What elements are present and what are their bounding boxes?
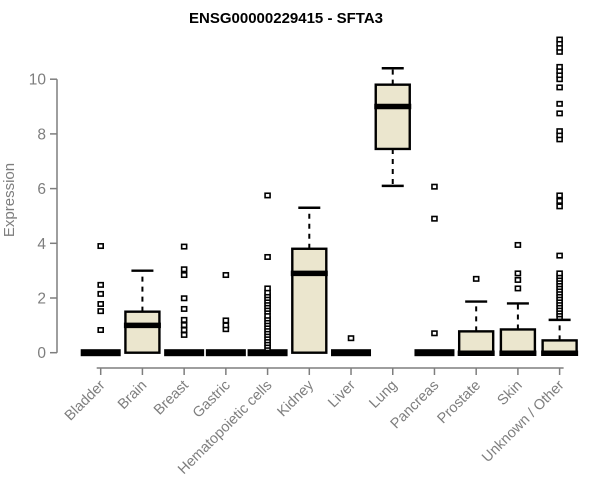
outlier-point (222, 272, 230, 279)
x-category-label: Brain (115, 378, 150, 413)
y-tick-label: 2 (37, 291, 46, 308)
outlier-point (97, 301, 104, 308)
outlier-point (472, 275, 480, 282)
x-category-label: Lung (366, 378, 400, 412)
outlier-point (97, 326, 104, 333)
outlier-point (180, 266, 188, 273)
box-prostate (457, 330, 495, 354)
outlier-point (264, 285, 271, 292)
outlier-point (556, 63, 563, 70)
zero-box-liver (331, 349, 372, 357)
outlier-point (180, 243, 188, 250)
x-category-label: Prostate (435, 378, 484, 427)
outlier-point (556, 197, 563, 204)
outlier-point (556, 100, 563, 107)
outlier-point (514, 270, 522, 277)
outlier-point (556, 270, 563, 277)
outlier-point (180, 331, 188, 338)
outlier-point (97, 290, 104, 297)
box-brain (124, 310, 161, 354)
outlier-point (180, 295, 188, 302)
outlier-point (180, 326, 188, 333)
chart-title: ENSG00000229415 - SFTA3 (189, 10, 383, 27)
x-category-label: Bladder (62, 377, 109, 424)
box-kidney (291, 247, 328, 354)
outlier-point (97, 281, 104, 288)
outlier-point (264, 192, 271, 199)
y-axis-label: Expression (1, 163, 18, 237)
y-tick-label: 10 (29, 72, 47, 89)
outlier-point (180, 272, 188, 279)
outlier-point (431, 183, 438, 190)
outlier-point (347, 335, 355, 342)
y-tick-label: 8 (37, 126, 46, 143)
outlier-point (556, 203, 563, 210)
outlier-point (556, 84, 563, 91)
outlier-point (222, 317, 230, 324)
outlier-point (556, 110, 563, 117)
outlier-point (514, 276, 522, 283)
y-tick-label: 0 (37, 345, 46, 362)
outlier-point (431, 215, 438, 222)
outlier-point (431, 330, 438, 337)
outlier-point (97, 243, 104, 250)
x-category-label: Breast (151, 378, 192, 419)
outlier-point (97, 308, 104, 315)
outlier-point (556, 252, 563, 259)
x-category-label: Liver (325, 377, 359, 411)
x-category-label: Kidney (274, 377, 317, 420)
outlier-point (556, 36, 563, 43)
outlier-point (180, 305, 188, 312)
y-tick-label: 6 (37, 181, 46, 198)
outlier-point (514, 285, 522, 292)
outlier-point (180, 316, 188, 323)
outlier-point (514, 241, 522, 248)
box-lung (374, 83, 411, 151)
x-category-label: Skin (494, 378, 525, 409)
outlier-point (180, 322, 188, 329)
zero-box-bladder (80, 349, 121, 357)
zero-box-gastric (205, 349, 246, 357)
zero-box-hematopoietic-cells (247, 349, 288, 357)
box-skin (499, 328, 537, 354)
outlier-point (556, 128, 563, 135)
zero-box-breast (164, 349, 205, 357)
y-tick-label: 4 (37, 236, 46, 253)
zero-box-pancreas (414, 349, 455, 357)
outlier-point (556, 192, 563, 199)
outlier-point (264, 253, 271, 260)
outlier-point (222, 322, 230, 329)
